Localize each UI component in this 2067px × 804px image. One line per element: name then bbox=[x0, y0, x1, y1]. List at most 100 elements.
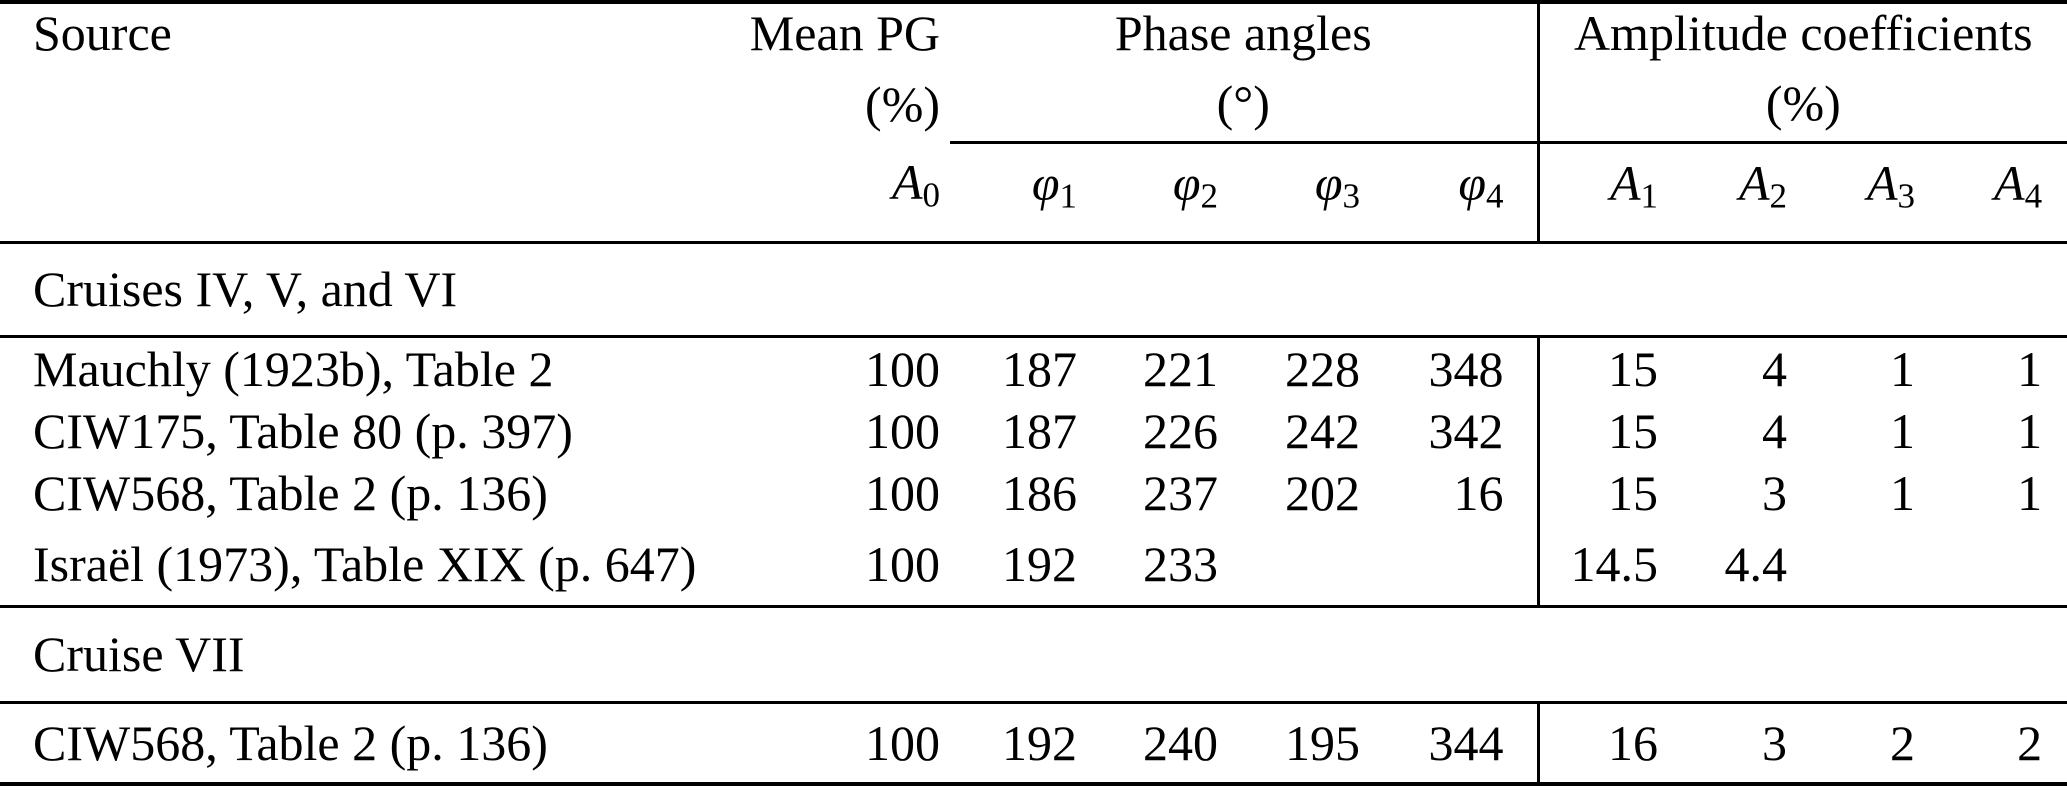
symbol-phi3: φ3 bbox=[1228, 142, 1370, 244]
phi3-base: φ bbox=[1314, 154, 1343, 211]
a3-subscript: 3 bbox=[1897, 176, 1916, 216]
symbol-a2: A2 bbox=[1668, 142, 1798, 244]
table-row: CIW568, Table 2 (p. 136) 100 186 237 202… bbox=[0, 462, 2067, 524]
section-title: Cruises IV, V, and VI bbox=[0, 242, 2067, 338]
a0-subscript: 0 bbox=[922, 175, 941, 215]
section-title: Cruise VII bbox=[0, 606, 2067, 704]
cell-a0: 100 bbox=[865, 403, 940, 459]
cell-a1: 16 bbox=[1538, 702, 1669, 786]
cell-a1: 15 bbox=[1608, 465, 1659, 521]
cell-a1: 14.5 bbox=[1538, 524, 1669, 608]
table-row: CIW568, Table 2 (p. 136) 100 192 240 195… bbox=[0, 702, 2067, 786]
cell-a2: 3 bbox=[1762, 465, 1788, 521]
section-header-cruise-vii: Cruise VII bbox=[0, 606, 2067, 704]
cell-phi2: 226 bbox=[1143, 403, 1218, 459]
header-row-units: (%) (°) (%) bbox=[0, 66, 2067, 144]
cell-source: CIW175, Table 80 (p. 397) bbox=[33, 403, 573, 459]
cell-a4: 1 bbox=[2017, 465, 2043, 521]
symbol-spacer bbox=[0, 142, 745, 244]
table-row: CIW175, Table 80 (p. 397) 100 187 226 24… bbox=[0, 400, 2067, 462]
symbol-a4: A4 bbox=[1925, 142, 2067, 244]
cell-phi3: 195 bbox=[1228, 702, 1370, 786]
phi1-subscript: 1 bbox=[1059, 176, 1078, 216]
cell-a3: 1 bbox=[1890, 403, 1916, 459]
symbol-a1: A1 bbox=[1538, 142, 1669, 244]
cell-a1: 15 bbox=[1608, 403, 1659, 459]
cell-phi3: 242 bbox=[1285, 403, 1360, 459]
cell-a3: 2 bbox=[1797, 702, 1926, 786]
phi4-subscript: 4 bbox=[1486, 176, 1504, 216]
phi2-subscript: 2 bbox=[1200, 176, 1219, 216]
header-phase-angles-group: Phase angles bbox=[950, 2, 1540, 66]
a4-subscript: 4 bbox=[2024, 176, 2043, 216]
cell-a2: 3 bbox=[1668, 702, 1798, 786]
symbol-phi4: φ4 bbox=[1370, 142, 1540, 244]
a2-base: A bbox=[1738, 154, 1770, 211]
cell-phi4: 348 bbox=[1370, 336, 1540, 400]
cell-a2: 4.4 bbox=[1668, 524, 1798, 608]
symbol-a0: A0 bbox=[745, 142, 950, 244]
symbol-a3: A3 bbox=[1797, 142, 1926, 244]
cell-source: CIW568, Table 2 (p. 136) bbox=[33, 465, 548, 521]
cell-phi4: 16 bbox=[1370, 462, 1540, 524]
phi1-base: φ bbox=[1031, 154, 1060, 211]
phi2-base: φ bbox=[1172, 154, 1201, 211]
cell-a3: 1 bbox=[1890, 465, 1916, 521]
cell-phi4: 344 bbox=[1370, 702, 1540, 786]
cell-source: Mauchly (1923b), Table 2 bbox=[33, 340, 554, 397]
cell-a3: 1 bbox=[1890, 340, 1916, 397]
header-mean-pg: Mean PG bbox=[749, 5, 940, 61]
cell-a0: 100 bbox=[865, 340, 940, 397]
a1-subscript: 1 bbox=[1640, 176, 1659, 216]
cell-phi3: 202 bbox=[1285, 465, 1360, 521]
symbol-phi1: φ1 bbox=[950, 142, 1087, 244]
cell-a1: 15 bbox=[1608, 340, 1659, 397]
a2-subscript: 2 bbox=[1769, 176, 1788, 216]
cell-phi1: 192 bbox=[950, 702, 1087, 786]
cell-a2: 4 bbox=[1762, 340, 1788, 397]
results-table: Source Mean PG Phase angles Amplitude co… bbox=[0, 0, 2067, 786]
header-amplitude-unit: (%) bbox=[1538, 66, 2067, 144]
header-source: Source bbox=[33, 5, 172, 61]
cell-phi1: 187 bbox=[1002, 403, 1077, 459]
cell-a3 bbox=[1797, 524, 1926, 608]
a1-base: A bbox=[1609, 154, 1641, 211]
header-row-groups: Source Mean PG Phase angles Amplitude co… bbox=[0, 2, 2067, 66]
cell-a0: 100 bbox=[745, 702, 950, 786]
cell-phi4: 342 bbox=[1370, 400, 1540, 462]
cell-source: CIW568, Table 2 (p. 136) bbox=[0, 702, 745, 786]
header-mean-pg-unit: (%) bbox=[865, 76, 940, 132]
cell-a4: 2 bbox=[1925, 702, 2067, 786]
cell-a4: 1 bbox=[2017, 403, 2043, 459]
header-phase-angles-unit: (°) bbox=[950, 66, 1540, 144]
a3-base: A bbox=[1866, 154, 1898, 211]
cell-phi2: 233 bbox=[1087, 524, 1228, 608]
cell-phi2: 240 bbox=[1087, 702, 1228, 786]
table-row: Israël (1973), Table XIX (p. 647) 100 19… bbox=[0, 524, 2067, 608]
cell-a0: 100 bbox=[745, 524, 950, 608]
header-amplitude-group: Amplitude coefficients bbox=[1573, 5, 2033, 61]
section-header-cruises-iv-v-vi: Cruises IV, V, and VI bbox=[0, 242, 2067, 338]
phi4-base: φ bbox=[1458, 154, 1487, 211]
cell-phi1: 186 bbox=[1002, 465, 1077, 521]
cell-phi1: 187 bbox=[1002, 340, 1077, 397]
a0-base: A bbox=[891, 153, 923, 210]
cell-phi3 bbox=[1228, 524, 1370, 608]
cell-a4: 1 bbox=[2017, 340, 2043, 397]
cell-a4 bbox=[1925, 524, 2067, 608]
header-row-symbols: A0 φ1 φ2 φ3 φ4 A1 A2 A3 A4 bbox=[0, 142, 2067, 244]
cell-phi2: 237 bbox=[1143, 465, 1218, 521]
cell-source: Israël (1973), Table XIX (p. 647) bbox=[0, 524, 745, 608]
header-source-spacer bbox=[0, 66, 745, 142]
cell-phi1: 192 bbox=[950, 524, 1087, 608]
phi3-subscript: 3 bbox=[1342, 176, 1361, 216]
cell-a2: 4 bbox=[1762, 403, 1788, 459]
a4-base: A bbox=[1994, 154, 2025, 211]
cell-phi3: 228 bbox=[1285, 340, 1360, 397]
cell-a0: 100 bbox=[865, 465, 940, 521]
table-row: Mauchly (1923b), Table 2 100 187 221 228… bbox=[0, 336, 2067, 400]
symbol-phi2: φ2 bbox=[1087, 142, 1228, 244]
cell-phi4 bbox=[1370, 524, 1540, 608]
cell-phi2: 221 bbox=[1143, 340, 1218, 397]
